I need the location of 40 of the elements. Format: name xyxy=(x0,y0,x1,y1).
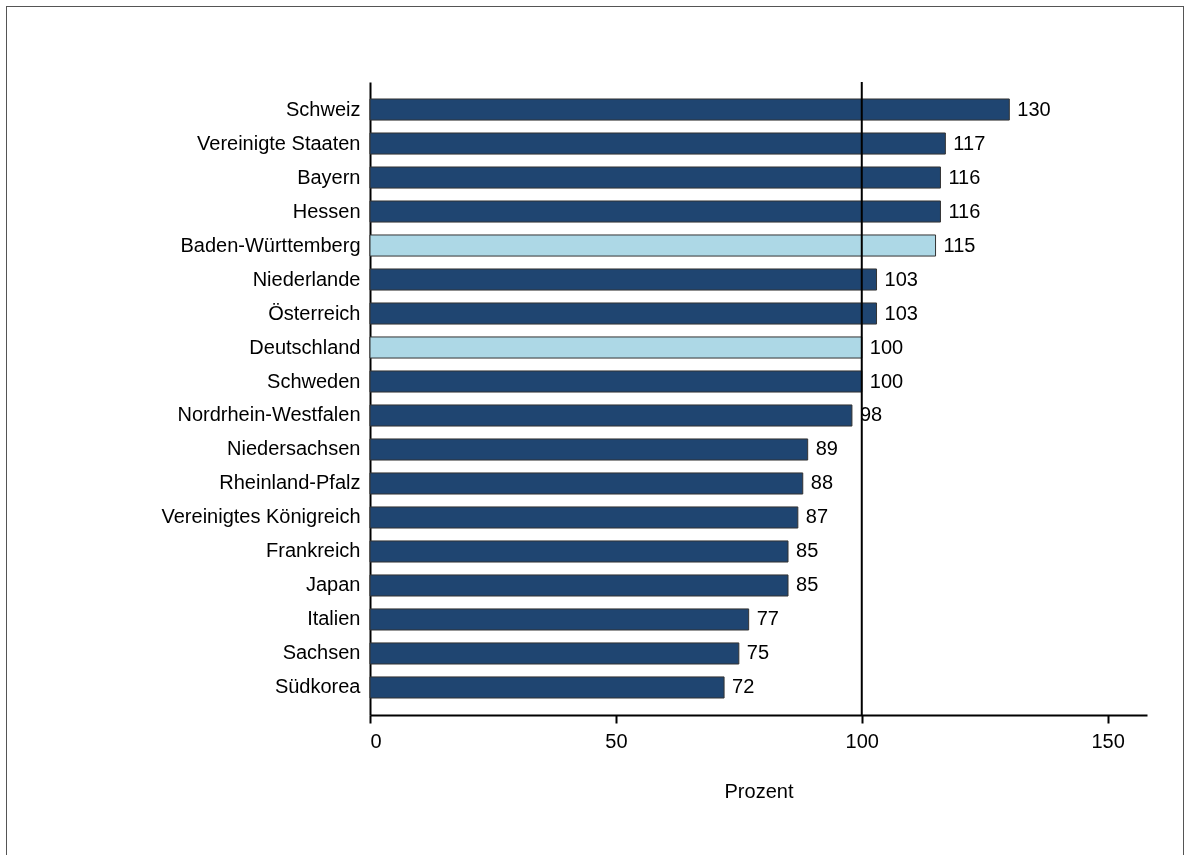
data-label: 87 xyxy=(805,505,829,528)
data-label: 77 xyxy=(756,607,779,630)
y-tick-label: Hessen xyxy=(292,199,361,222)
x-tick-label: 50 xyxy=(605,729,628,752)
y-tick-label: Vereinigte Staaten xyxy=(197,131,361,154)
data-label: 130 xyxy=(1017,97,1051,120)
x-tick-label: 150 xyxy=(1091,729,1125,752)
x-tick-label: 0 xyxy=(370,729,382,752)
y-tick-label: Sachsen xyxy=(282,641,361,664)
y-tick-label: Nordrhein-Westfalen xyxy=(177,403,361,426)
data-label: 88 xyxy=(810,471,834,494)
data-label: 85 xyxy=(796,573,819,596)
y-tick-label: Deutschland xyxy=(249,335,361,358)
y-tick-label: Niedersachsen xyxy=(227,437,361,460)
data-label: 117 xyxy=(953,131,986,154)
y-tick-label: Frankreich xyxy=(266,539,361,562)
data-label: 115 xyxy=(943,233,976,256)
data-label: 100 xyxy=(869,335,904,358)
data-label: 85 xyxy=(796,539,819,562)
y-tick-label: Japan xyxy=(306,573,361,596)
y-tick-label: Bayern xyxy=(297,165,361,188)
y-tick-label: Südkorea xyxy=(274,675,362,698)
data-label: 100 xyxy=(869,369,904,392)
y-tick-label: Niederlande xyxy=(252,267,361,290)
y-tick-label: Schweiz xyxy=(286,97,361,120)
x-axis-title: Prozent xyxy=(724,779,794,802)
y-tick-label: Österreich xyxy=(268,301,361,324)
y-tick-label: Baden-Württemberg xyxy=(180,233,361,256)
data-label: 72 xyxy=(732,675,755,698)
x-tick-label: 100 xyxy=(845,729,879,752)
data-label: 89 xyxy=(815,437,838,460)
data-label: 75 xyxy=(746,641,770,664)
data-label: 103 xyxy=(884,267,918,290)
data-label: 103 xyxy=(884,301,918,324)
y-tick-label: Italien xyxy=(307,607,361,630)
data-label: 116 xyxy=(948,165,981,188)
data-label: 116 xyxy=(948,199,981,222)
y-tick-label: Schweden xyxy=(267,369,361,392)
y-tick-label: Rheinland-Pfalz xyxy=(219,471,361,494)
y-tick-label: Vereinigtes Königreich xyxy=(161,505,361,528)
